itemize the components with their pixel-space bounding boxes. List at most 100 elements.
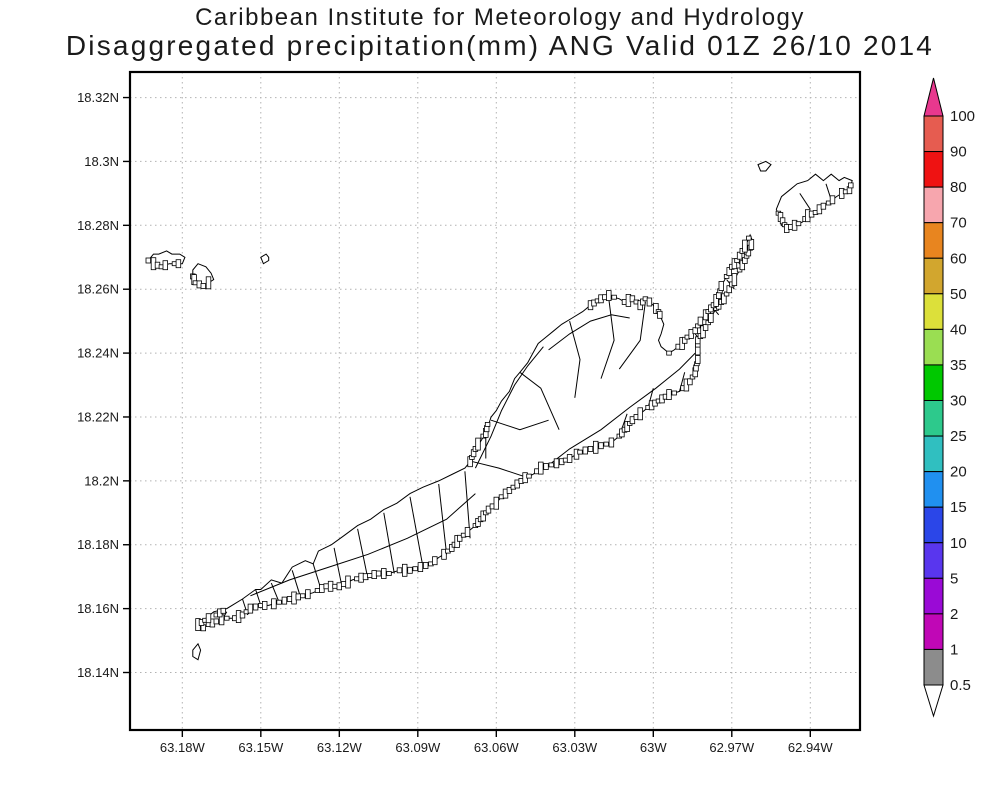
interior-boundary (383, 512, 395, 574)
coastal-cell-marker (708, 313, 714, 323)
colorbar-segment (923, 328, 944, 366)
x-tick-label: 63W (640, 740, 667, 755)
y-tick-label: 18.24N (77, 346, 119, 361)
coastal-cell-marker (381, 568, 387, 579)
coastal-cell-marker (401, 563, 408, 577)
coastal-cell-marker (526, 473, 532, 479)
interior-boundary (799, 193, 811, 210)
y-tick-label: 18.3N (84, 154, 119, 169)
coastal-cell-marker (666, 350, 672, 356)
colorbar-label: 100 (950, 108, 975, 125)
interior-boundary (333, 547, 343, 587)
coastal-cell-marker (577, 449, 583, 455)
x-tick-label: 63.12W (317, 740, 363, 755)
colorbar-segment (923, 648, 944, 686)
coastal-cell-marker (247, 603, 254, 614)
y-tick-label: 18.22N (77, 409, 119, 424)
coastal-cell-marker (200, 283, 206, 289)
coastal-cell-marker (239, 611, 246, 619)
coastal-cell-marker (702, 324, 709, 331)
y-tick-label: 18.18N (77, 537, 119, 552)
coastal-cell-marker (748, 239, 755, 250)
coastal-cell-marker (646, 297, 653, 307)
coastal-cell-marker (213, 618, 219, 625)
plot-frame (128, 70, 862, 732)
colorbar-segment (923, 542, 944, 579)
coastal-cell-marker (606, 290, 612, 302)
coastal-cell-marker (205, 276, 212, 290)
y-tick-label: 18.2N (84, 473, 119, 488)
coastal-cell-marker (697, 316, 704, 326)
x-tick-label: 63.18W (160, 740, 206, 755)
coastal-cell-marker (742, 239, 748, 253)
coastal-cell-marker (629, 295, 636, 303)
x-tick-label: 63.06W (474, 740, 520, 755)
coastal-cell-marker (281, 596, 288, 605)
colorbar-segment (923, 471, 944, 508)
coastal-cell-marker (220, 607, 226, 614)
coastal-cell-marker (593, 440, 599, 454)
coastal-cell-marker (271, 598, 277, 610)
coastal-cell-marker (407, 566, 413, 574)
colorbar-label: 30 (950, 393, 967, 410)
coastal-cell-marker (493, 496, 499, 510)
colorbar-label: 90 (950, 144, 967, 161)
coastal-cell-marker (475, 437, 481, 451)
coastal-cell-marker (441, 548, 447, 560)
interior-boundary (291, 570, 301, 596)
coastal-cell-marker (484, 421, 491, 427)
coastal-cell-marker (276, 599, 282, 605)
coastal-cell-marker (261, 601, 268, 610)
colorbar-label: 50 (950, 286, 967, 303)
colorbar-label: 40 (950, 321, 967, 338)
coastal-cell-marker (514, 479, 520, 489)
coastal-cell-marker (687, 378, 693, 386)
coastal-cell-marker (736, 251, 743, 260)
coastline-anguillita (192, 642, 202, 661)
x-tick-label: 63.09W (395, 740, 441, 755)
interior-boundary (519, 371, 560, 430)
colorbar-label: 5 (950, 570, 958, 587)
colorbar-label: 70 (950, 215, 967, 232)
colorbar-segment (923, 506, 944, 544)
coastal-cell-marker (358, 572, 364, 583)
coastal-cell-marker (553, 458, 560, 469)
coastal-cell-marker (666, 389, 672, 401)
coastal-cell-marker (252, 603, 259, 611)
coastal-cell-marker (795, 221, 802, 227)
colorbar-segment (923, 364, 944, 402)
colorbar-label: 0.5 (950, 677, 971, 694)
coastal-cell-marker (367, 573, 373, 578)
coastal-cell-marker (716, 292, 722, 300)
coastline-mainland (197, 233, 754, 629)
coastal-cell-marker (695, 355, 701, 364)
interior-boundary (409, 496, 424, 568)
coastal-cell-marker (345, 575, 351, 589)
interior-boundary (250, 493, 476, 597)
coastal-cell-marker (548, 462, 554, 468)
coastal-cell-marker (629, 416, 636, 425)
coastal-cell-marker (538, 461, 544, 475)
interior-boundary (618, 301, 646, 370)
coastal-cell-marker (485, 505, 492, 514)
colorbar-segment (923, 435, 944, 473)
x-tick-label: 62.94W (788, 740, 834, 755)
coastal-cell-marker (721, 293, 727, 305)
coastal-cell-marker (746, 235, 752, 241)
colorbar-label: 25 (950, 428, 967, 445)
colorbar-label: 60 (950, 250, 967, 267)
coastal-cell-marker (145, 257, 151, 264)
coastal-cell-marker (587, 445, 594, 452)
coastal-cell-marker (323, 583, 329, 590)
coastal-cell-marker (657, 310, 663, 319)
coastal-cell-marker (224, 615, 230, 621)
interior-boundary (569, 320, 581, 398)
coastal-cell-marker (671, 390, 677, 396)
coastal-cell-marker (286, 596, 293, 602)
x-tick-label: 63.15W (238, 740, 284, 755)
coastline-scrub-island (775, 173, 853, 230)
interior-boundary (255, 589, 262, 606)
coastal-cell-marker (375, 570, 382, 577)
coastal-cell-marker (327, 580, 334, 592)
